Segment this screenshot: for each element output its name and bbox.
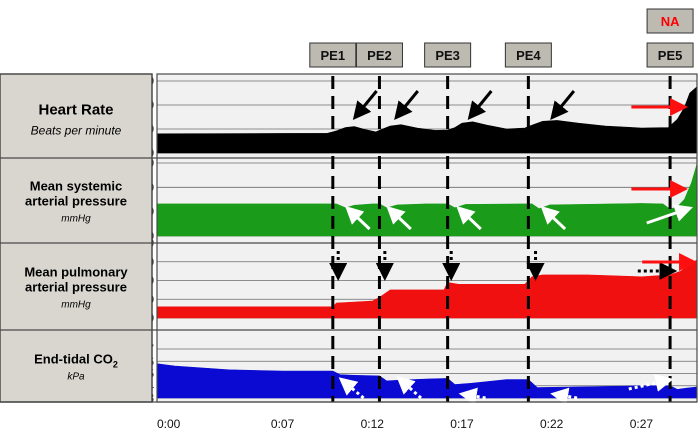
event-box-pe4 xyxy=(504,42,552,68)
panel-unit-msap: mmHg xyxy=(61,214,91,225)
event-label-pe3: PE3 xyxy=(435,48,460,63)
drug-box-na xyxy=(646,8,694,34)
event-box-pe1 xyxy=(309,42,357,68)
msap-arrow-1 xyxy=(345,205,371,231)
xtick-007: 0:07 xyxy=(271,417,295,431)
panel-hr: 050100150 xyxy=(134,74,698,160)
msap-arrow-2 xyxy=(386,205,412,231)
panel-msap: 050100150 xyxy=(134,156,698,243)
panel-title-etco2-0: End-tidal CO2 xyxy=(34,352,118,370)
panel-unit-mpap: mmHg xyxy=(61,300,91,311)
xtick-000: 0:00 xyxy=(157,417,181,431)
etco2-arrow-5 xyxy=(628,374,674,392)
xtick-027: 0:27 xyxy=(630,417,654,431)
msap-arrow-3 xyxy=(456,205,482,231)
panel-title-msap-0: Mean systemic xyxy=(30,179,123,194)
event-label-pe2: PE2 xyxy=(367,48,392,63)
panel-unit-etco2: kPa xyxy=(67,372,85,383)
hr-arrow-4 xyxy=(550,90,576,120)
event-label-pe5: PE5 xyxy=(658,48,683,63)
panel-title-msap-1: arterial pressure xyxy=(25,194,127,209)
panel-title-subscript: 2 xyxy=(113,360,118,370)
hr-arrow-3 xyxy=(467,90,493,120)
label-column xyxy=(0,73,153,403)
event-label-pe1: PE1 xyxy=(321,48,346,63)
hr-arrow-2 xyxy=(394,90,419,120)
panel-mpap: 1020304050 xyxy=(141,236,698,330)
xtick-022: 0:22 xyxy=(540,417,564,431)
msap-arrow-5 xyxy=(646,204,693,225)
panel-title-mpap-1: arterial pressure xyxy=(25,280,127,295)
panel-unit-hr: Beats per minute xyxy=(31,124,122,138)
drug-label-na: NA xyxy=(661,14,680,29)
etco2-arrow-2 xyxy=(396,376,422,400)
msap-arrow-4 xyxy=(540,205,567,231)
event-label-pe4: PE4 xyxy=(516,48,541,63)
xtick-017: 0:17 xyxy=(450,417,474,431)
event-box-pe2 xyxy=(355,42,403,68)
panel-etco2: 34567 xyxy=(147,330,698,405)
xtick-012: 0:12 xyxy=(361,417,385,431)
etco2-arrow-1 xyxy=(338,377,365,400)
series-area-hr xyxy=(156,86,698,154)
panel-title-hr-0: Heart Rate xyxy=(38,102,113,119)
event-box-pe3 xyxy=(424,42,472,68)
plot-border xyxy=(156,73,698,403)
event-box-pe5 xyxy=(646,42,694,68)
panel-title-mpap-0: Mean pulmonary xyxy=(24,265,128,280)
hr-arrow-1 xyxy=(352,90,378,120)
